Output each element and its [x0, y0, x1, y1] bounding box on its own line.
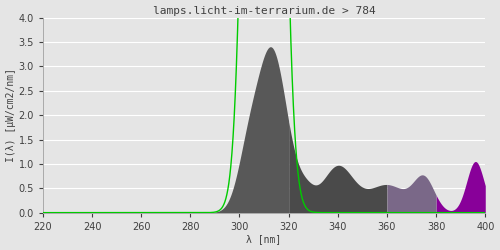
- Y-axis label: I(λ) [µW/cm2/nm]: I(λ) [µW/cm2/nm]: [6, 68, 16, 162]
- Title: lamps.licht-im-terrarium.de > 784: lamps.licht-im-terrarium.de > 784: [152, 6, 376, 16]
- X-axis label: λ [nm]: λ [nm]: [246, 234, 282, 244]
